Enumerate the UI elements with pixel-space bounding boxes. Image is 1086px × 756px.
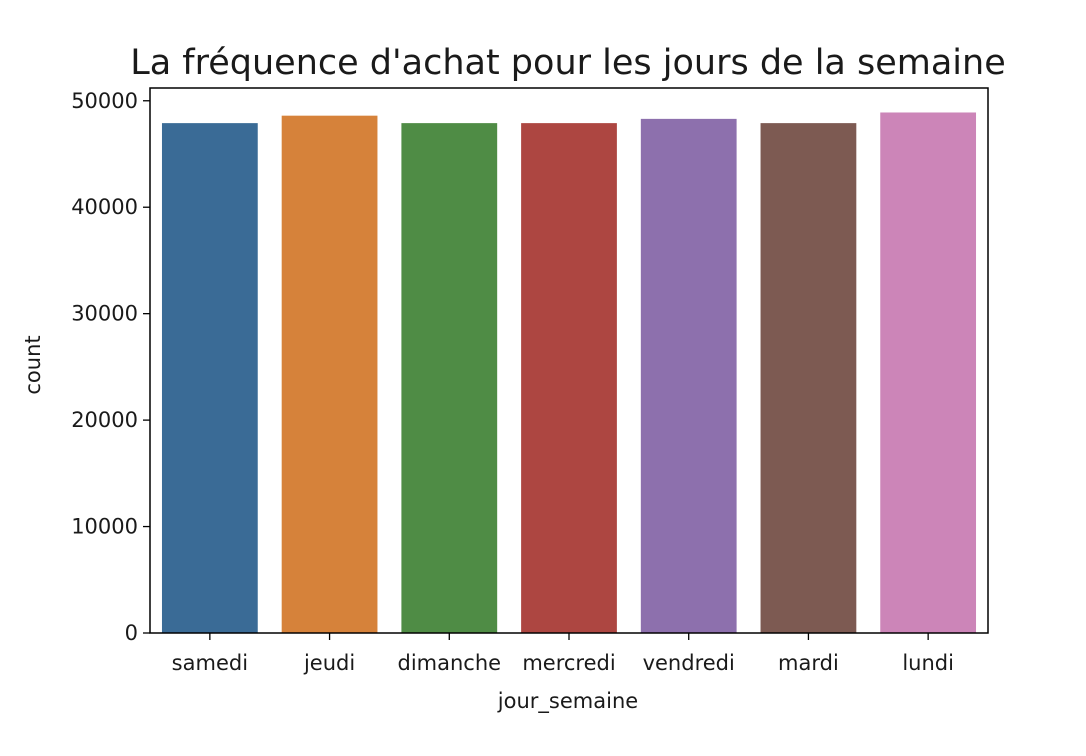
bar-mardi <box>760 123 857 633</box>
x-axis-ticks: samedi jeudi dimanche mercredi vendredi mardi… <box>172 633 954 675</box>
x-tick-label: lundi <box>902 651 954 675</box>
x-tick-label: vendredi <box>643 651 735 675</box>
y-axis-ticks: 0 10000 20000 30000 40000 50000 <box>71 89 150 645</box>
x-tick-label: jeudi <box>303 651 355 675</box>
y-tick-label: 0 <box>125 621 138 645</box>
bars-group <box>161 112 977 633</box>
bar-samedi <box>161 123 258 633</box>
x-tick-label: mercredi <box>522 651 615 675</box>
y-tick-label: 40000 <box>71 195 138 219</box>
y-tick-label: 30000 <box>71 302 138 326</box>
x-tick-label: dimanche <box>397 651 501 675</box>
bar-mercredi <box>521 123 617 633</box>
y-tick-label: 10000 <box>71 515 138 539</box>
bar-vendredi <box>640 118 737 633</box>
x-tick-label: mardi <box>778 651 839 675</box>
x-axis-label: jour_semaine <box>497 689 638 714</box>
x-tick-label: samedi <box>172 651 248 675</box>
chart-title: La fréquence d'achat pour les jours de l… <box>130 43 1006 83</box>
y-tick-label: 50000 <box>71 89 138 113</box>
bar-dimanche <box>401 123 498 633</box>
plot-frame <box>149 87 989 634</box>
y-axis-label: count <box>21 335 45 394</box>
y-tick-label: 20000 <box>71 408 138 432</box>
bar-lundi <box>880 112 977 633</box>
bar-jeudi <box>281 115 378 633</box>
